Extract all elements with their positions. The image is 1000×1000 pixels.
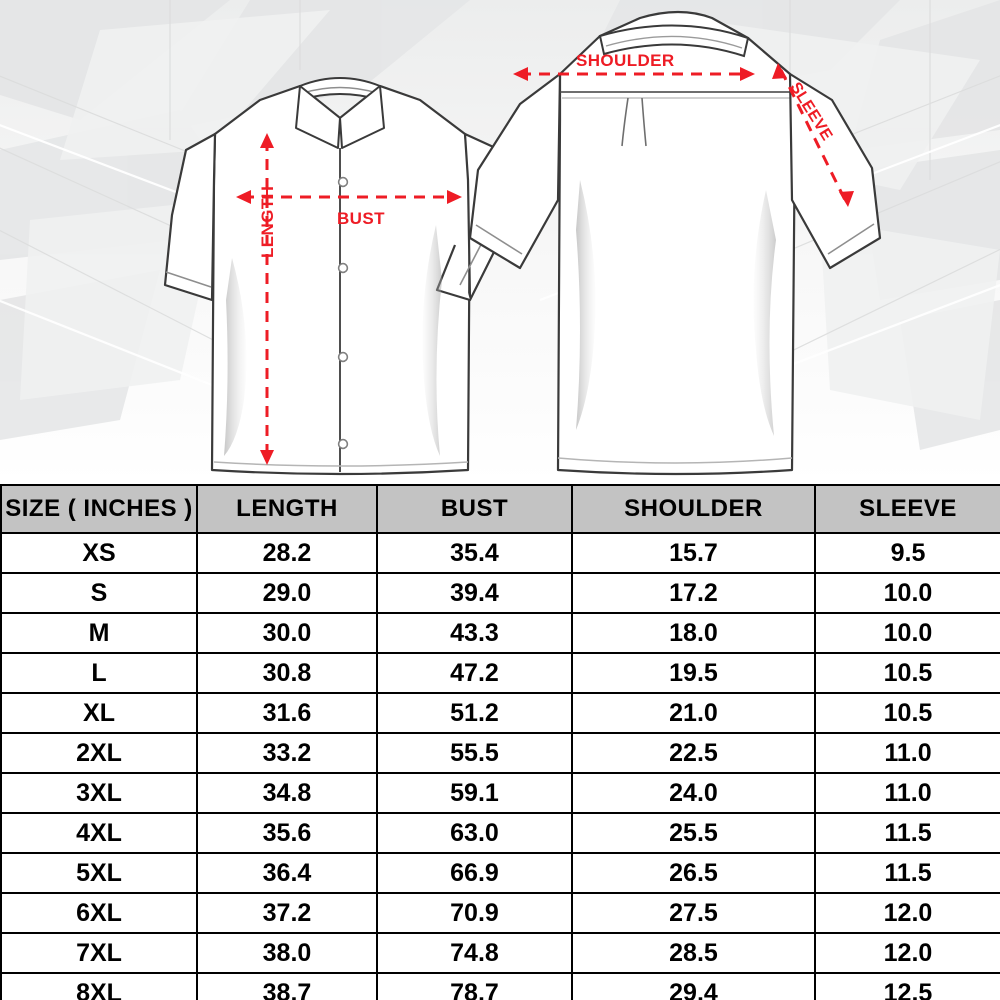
cell-sleeve: 10.5 (814, 692, 1000, 734)
cell-size: 4XL (0, 812, 198, 854)
cell-bust: 59.1 (376, 772, 573, 814)
cell-shoulder: 26.5 (571, 852, 816, 894)
cell-shoulder: 19.5 (571, 652, 816, 694)
column-header-bust: BUST (376, 484, 573, 534)
cell-bust: 47.2 (376, 652, 573, 694)
cell-length: 31.6 (196, 692, 378, 734)
cell-size: M (0, 612, 198, 654)
column-header-shoulder: SHOULDER (571, 484, 816, 534)
measurement-arrows (243, 69, 847, 458)
cell-size: 2XL (0, 732, 198, 774)
cell-length: 33.2 (196, 732, 378, 774)
cell-bust: 78.7 (376, 972, 573, 1000)
cell-size: XS (0, 532, 198, 574)
cell-length: 38.0 (196, 932, 378, 974)
length-label: LENGTH (258, 185, 277, 258)
size-chart-table: SIZE ( INCHES ) LENGTH BUST SHOULDER SLE… (0, 484, 1000, 1000)
cell-size: 6XL (0, 892, 198, 934)
cell-sleeve: 12.5 (814, 972, 1000, 1000)
column-header-length: LENGTH (196, 484, 378, 534)
front-shirt-outline (163, 77, 522, 476)
cell-sleeve: 12.0 (814, 932, 1000, 974)
shirt-technical-drawings (163, 10, 882, 476)
table-row: XS 28.2 35.4 15.7 9.5 (0, 532, 1000, 574)
cell-size: XL (0, 692, 198, 734)
table-row: 7XL 38.0 74.8 28.5 12.0 (0, 932, 1000, 974)
cell-sleeve: 9.5 (814, 532, 1000, 574)
cell-sleeve: 10.5 (814, 652, 1000, 694)
cell-bust: 51.2 (376, 692, 573, 734)
cell-size: L (0, 652, 198, 694)
cell-shoulder: 29.4 (571, 972, 816, 1000)
column-header-sleeve: SLEEVE (814, 484, 1000, 534)
cell-length: 34.8 (196, 772, 378, 814)
cell-shoulder: 28.5 (571, 932, 816, 974)
measurement-arrowheads (236, 63, 854, 465)
cell-length: 30.0 (196, 612, 378, 654)
cell-bust: 39.4 (376, 572, 573, 614)
table-row: 5XL 36.4 66.9 26.5 11.5 (0, 852, 1000, 894)
shirt-diagram-area: BUST LENGTH SHOULDER SLEEVE (0, 0, 1000, 484)
cell-size: 8XL (0, 972, 198, 1000)
table-header-row: SIZE ( INCHES ) LENGTH BUST SHOULDER SLE… (0, 484, 1000, 534)
cell-shoulder: 22.5 (571, 732, 816, 774)
cell-size: 5XL (0, 852, 198, 894)
table-row: M 30.0 43.3 18.0 10.0 (0, 612, 1000, 654)
table-row: 8XL 38.7 78.7 29.4 12.5 (0, 972, 1000, 1000)
cell-bust: 35.4 (376, 532, 573, 574)
cell-length: 35.6 (196, 812, 378, 854)
cell-bust: 66.9 (376, 852, 573, 894)
cell-bust: 74.8 (376, 932, 573, 974)
cell-length: 36.4 (196, 852, 378, 894)
cell-shoulder: 21.0 (571, 692, 816, 734)
cell-length: 38.7 (196, 972, 378, 1000)
table-row: 3XL 34.8 59.1 24.0 11.0 (0, 772, 1000, 814)
back-shirt-outline (468, 10, 882, 476)
cell-length: 37.2 (196, 892, 378, 934)
table-row: L 30.8 47.2 19.5 10.5 (0, 652, 1000, 694)
cell-length: 28.2 (196, 532, 378, 574)
cell-size: 7XL (0, 932, 198, 974)
table-row: 4XL 35.6 63.0 25.5 11.5 (0, 812, 1000, 854)
column-header-size: SIZE ( INCHES ) (0, 484, 198, 534)
cell-bust: 43.3 (376, 612, 573, 654)
cell-shoulder: 15.7 (571, 532, 816, 574)
table-row: XL 31.6 51.2 21.0 10.5 (0, 692, 1000, 734)
cell-sleeve: 12.0 (814, 892, 1000, 934)
table-row: S 29.0 39.4 17.2 10.0 (0, 572, 1000, 614)
cell-length: 30.8 (196, 652, 378, 694)
cell-sleeve: 10.0 (814, 572, 1000, 614)
cell-shoulder: 24.0 (571, 772, 816, 814)
cell-shoulder: 17.2 (571, 572, 816, 614)
cell-shoulder: 27.5 (571, 892, 816, 934)
cell-length: 29.0 (196, 572, 378, 614)
cell-bust: 63.0 (376, 812, 573, 854)
table-row: 2XL 33.2 55.5 22.5 11.0 (0, 732, 1000, 774)
cell-bust: 70.9 (376, 892, 573, 934)
cell-size: 3XL (0, 772, 198, 814)
cell-sleeve: 11.5 (814, 812, 1000, 854)
table-row: 6XL 37.2 70.9 27.5 12.0 (0, 892, 1000, 934)
cell-sleeve: 11.0 (814, 732, 1000, 774)
cell-shoulder: 25.5 (571, 812, 816, 854)
cell-shoulder: 18.0 (571, 612, 816, 654)
cell-sleeve: 10.0 (814, 612, 1000, 654)
cell-sleeve: 11.5 (814, 852, 1000, 894)
cell-sleeve: 11.0 (814, 772, 1000, 814)
sleeve-arrow-line (779, 69, 847, 201)
cell-bust: 55.5 (376, 732, 573, 774)
bust-label: BUST (337, 209, 385, 228)
shoulder-label: SHOULDER (576, 51, 675, 70)
cell-size: S (0, 572, 198, 614)
